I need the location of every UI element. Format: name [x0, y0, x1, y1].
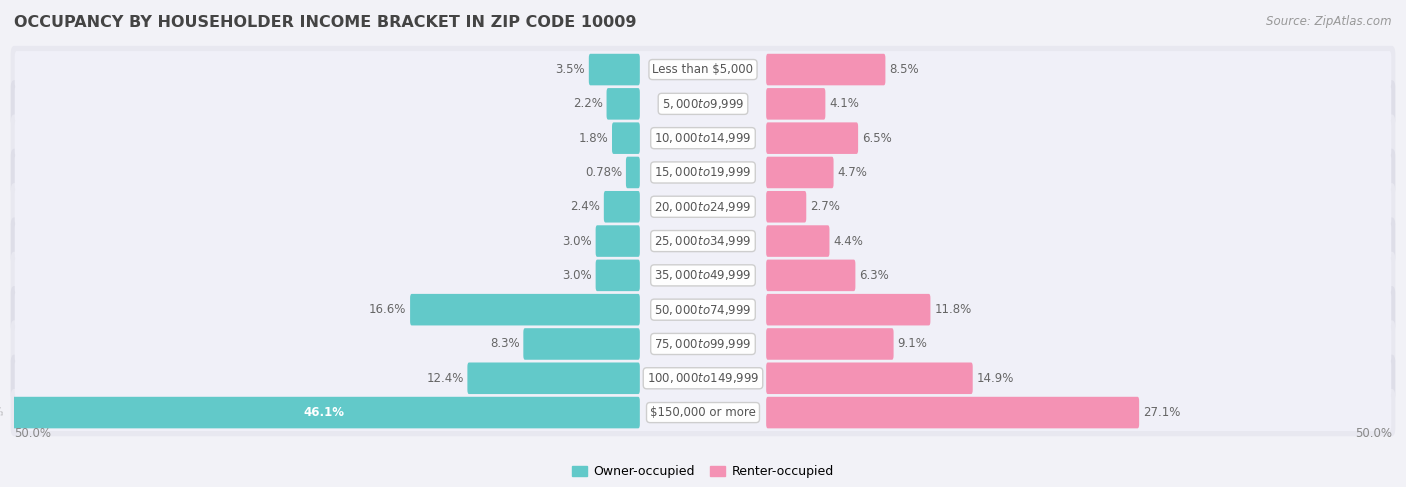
Text: $50,000 to $74,999: $50,000 to $74,999: [654, 302, 752, 317]
Text: 3.0%: 3.0%: [562, 269, 592, 282]
FancyBboxPatch shape: [14, 120, 1392, 157]
FancyBboxPatch shape: [14, 291, 1392, 328]
FancyBboxPatch shape: [11, 183, 1395, 230]
FancyBboxPatch shape: [11, 355, 1395, 402]
Text: 4.4%: 4.4%: [834, 235, 863, 247]
Text: 27.1%: 27.1%: [1143, 406, 1181, 419]
FancyBboxPatch shape: [596, 260, 640, 291]
FancyBboxPatch shape: [14, 85, 1392, 122]
Text: 1.8%: 1.8%: [578, 131, 609, 145]
Text: $25,000 to $34,999: $25,000 to $34,999: [654, 234, 752, 248]
Text: $75,000 to $99,999: $75,000 to $99,999: [654, 337, 752, 351]
FancyBboxPatch shape: [596, 225, 640, 257]
Text: 16.6%: 16.6%: [368, 303, 406, 316]
FancyBboxPatch shape: [14, 360, 1392, 397]
FancyBboxPatch shape: [766, 191, 806, 223]
Text: 14.9%: 14.9%: [977, 372, 1014, 385]
Text: $15,000 to $19,999: $15,000 to $19,999: [654, 166, 752, 180]
FancyBboxPatch shape: [11, 252, 1395, 299]
Text: 9.1%: 9.1%: [897, 337, 928, 351]
FancyBboxPatch shape: [11, 46, 1395, 93]
Text: $35,000 to $49,999: $35,000 to $49,999: [654, 268, 752, 282]
Text: 12.4%: 12.4%: [426, 372, 464, 385]
FancyBboxPatch shape: [14, 154, 1392, 191]
FancyBboxPatch shape: [766, 88, 825, 120]
Text: 8.3%: 8.3%: [489, 337, 519, 351]
FancyBboxPatch shape: [766, 54, 886, 85]
Text: Less than $5,000: Less than $5,000: [652, 63, 754, 76]
FancyBboxPatch shape: [14, 257, 1392, 294]
FancyBboxPatch shape: [612, 122, 640, 154]
FancyBboxPatch shape: [11, 80, 1395, 128]
Text: 3.5%: 3.5%: [555, 63, 585, 76]
FancyBboxPatch shape: [626, 157, 640, 188]
Text: $10,000 to $14,999: $10,000 to $14,999: [654, 131, 752, 145]
Text: 6.3%: 6.3%: [859, 269, 889, 282]
FancyBboxPatch shape: [766, 157, 834, 188]
FancyBboxPatch shape: [467, 362, 640, 394]
FancyBboxPatch shape: [11, 149, 1395, 196]
FancyBboxPatch shape: [606, 88, 640, 120]
FancyBboxPatch shape: [766, 260, 855, 291]
FancyBboxPatch shape: [11, 320, 1395, 368]
FancyBboxPatch shape: [411, 294, 640, 325]
FancyBboxPatch shape: [766, 362, 973, 394]
Text: 2.7%: 2.7%: [810, 200, 839, 213]
Text: 4.7%: 4.7%: [838, 166, 868, 179]
Text: 2.4%: 2.4%: [569, 200, 600, 213]
Text: 46.1%: 46.1%: [0, 406, 4, 419]
FancyBboxPatch shape: [14, 325, 1392, 362]
Text: 4.1%: 4.1%: [830, 97, 859, 111]
Text: 50.0%: 50.0%: [14, 427, 51, 440]
Text: 46.1%: 46.1%: [0, 406, 4, 419]
FancyBboxPatch shape: [603, 191, 640, 223]
Text: 6.5%: 6.5%: [862, 131, 891, 145]
FancyBboxPatch shape: [766, 328, 894, 360]
Text: 46.1%: 46.1%: [304, 406, 344, 419]
Text: 50.0%: 50.0%: [1355, 427, 1392, 440]
Text: 0.78%: 0.78%: [585, 166, 621, 179]
Text: Source: ZipAtlas.com: Source: ZipAtlas.com: [1267, 15, 1392, 28]
FancyBboxPatch shape: [766, 122, 858, 154]
FancyBboxPatch shape: [11, 217, 1395, 265]
Text: 3.0%: 3.0%: [562, 235, 592, 247]
FancyBboxPatch shape: [11, 389, 1395, 436]
Text: $20,000 to $24,999: $20,000 to $24,999: [654, 200, 752, 214]
FancyBboxPatch shape: [766, 294, 931, 325]
FancyBboxPatch shape: [14, 188, 1392, 225]
Text: 2.2%: 2.2%: [572, 97, 603, 111]
FancyBboxPatch shape: [7, 397, 640, 429]
FancyBboxPatch shape: [766, 397, 1139, 429]
Text: 8.5%: 8.5%: [889, 63, 920, 76]
FancyBboxPatch shape: [14, 394, 1392, 431]
Text: 11.8%: 11.8%: [934, 303, 972, 316]
FancyBboxPatch shape: [14, 51, 1392, 88]
Text: $150,000 or more: $150,000 or more: [650, 406, 756, 419]
FancyBboxPatch shape: [11, 286, 1395, 333]
Legend: Owner-occupied, Renter-occupied: Owner-occupied, Renter-occupied: [568, 460, 838, 483]
Text: OCCUPANCY BY HOUSEHOLDER INCOME BRACKET IN ZIP CODE 10009: OCCUPANCY BY HOUSEHOLDER INCOME BRACKET …: [14, 15, 637, 30]
Text: $100,000 to $149,999: $100,000 to $149,999: [647, 371, 759, 385]
Text: $5,000 to $9,999: $5,000 to $9,999: [662, 97, 744, 111]
FancyBboxPatch shape: [11, 114, 1395, 162]
FancyBboxPatch shape: [14, 223, 1392, 260]
FancyBboxPatch shape: [766, 225, 830, 257]
FancyBboxPatch shape: [589, 54, 640, 85]
FancyBboxPatch shape: [523, 328, 640, 360]
